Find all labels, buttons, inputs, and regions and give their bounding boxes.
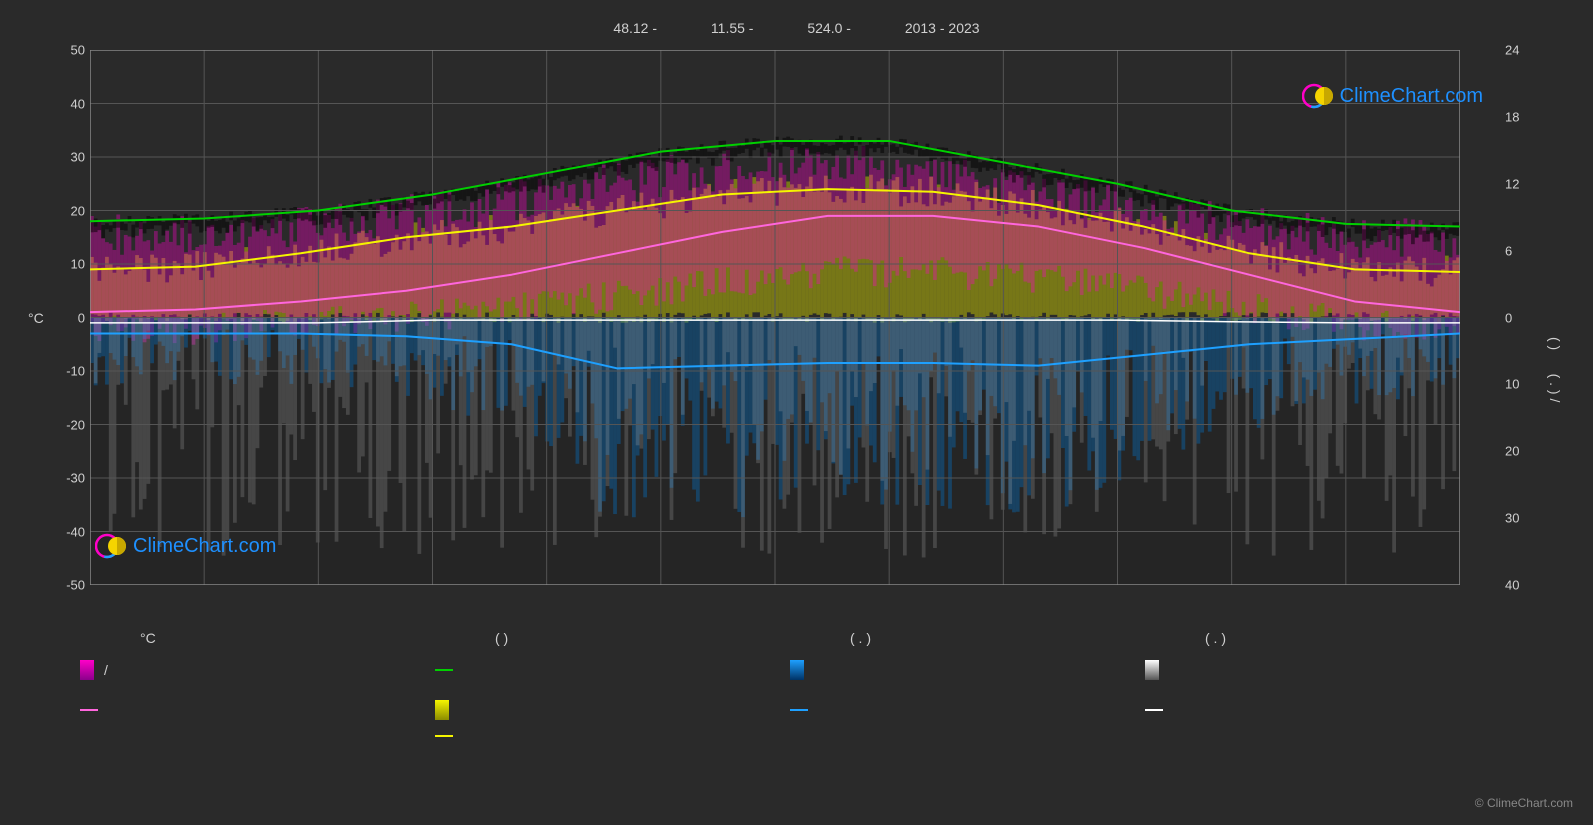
chart-plot-area <box>90 50 1460 585</box>
y-right-tick: 24 <box>1505 43 1535 58</box>
swatch-green-line <box>435 669 453 671</box>
y-right-tick: 0 <box>1505 310 1535 325</box>
legend-row-3 <box>80 735 1500 737</box>
legend-item <box>80 735 435 737</box>
y-left-axis-label: °C <box>28 310 44 326</box>
chart-svg <box>90 50 1460 585</box>
swatch-pink-line <box>80 709 98 711</box>
y-right-tick: 12 <box>1505 176 1535 191</box>
legend-row-1: / <box>80 660 1500 680</box>
header-lat: 48.12 - <box>613 20 657 36</box>
legend-item <box>790 735 1145 737</box>
brand-name: ClimeChart.com <box>133 535 276 558</box>
climechart-logo-icon <box>1302 80 1334 112</box>
legend-item <box>1145 700 1500 720</box>
brand-watermark-top: ClimeChart.com <box>1302 80 1483 112</box>
y-left-tick: 50 <box>50 43 85 58</box>
y-left-tick: -50 <box>50 578 85 593</box>
legend-header-3: ( . ) <box>790 630 1145 646</box>
brand-name: ClimeChart.com <box>1340 85 1483 108</box>
legend-item <box>435 735 790 737</box>
header-years: 2013 - 2023 <box>905 20 980 36</box>
legend-item <box>790 700 1145 720</box>
chart-header: 48.12 - 11.55 - 524.0 - 2013 - 2023 <box>0 20 1593 36</box>
y-right-tick: 30 <box>1505 511 1535 526</box>
y-right-tick: 40 <box>1505 578 1535 593</box>
legend-header-4: ( . ) <box>1145 630 1500 646</box>
swatch-magenta <box>80 660 94 680</box>
y-right-tick: 20 <box>1505 444 1535 459</box>
y-right-tick: 10 <box>1505 377 1535 392</box>
legend-item: / <box>80 660 435 680</box>
swatch-yellow-line <box>435 735 453 737</box>
y-left-tick: -10 <box>50 364 85 379</box>
y-left-tick: -30 <box>50 471 85 486</box>
legend-item <box>1145 660 1500 680</box>
legend-item <box>80 700 435 720</box>
y-left-tick: -40 <box>50 524 85 539</box>
y-left-tick: 20 <box>50 203 85 218</box>
legend-headers: °C ( ) ( . ) ( . ) <box>80 630 1500 646</box>
legend-item <box>1145 735 1500 737</box>
swatch-white-line <box>1145 709 1163 711</box>
y-left-tick: 10 <box>50 257 85 272</box>
legend-header-1: °C <box>80 630 435 646</box>
climechart-logo-icon <box>95 530 127 562</box>
swatch-grey <box>1145 660 1159 680</box>
y-left-tick: -20 <box>50 417 85 432</box>
y-left-tick: 30 <box>50 150 85 165</box>
legend-item <box>435 700 790 720</box>
y-right-axis-label: ( ) ( . ) / <box>1547 220 1563 520</box>
header-elev: 524.0 - <box>807 20 851 36</box>
legend-item <box>435 660 790 680</box>
swatch-blue-line <box>790 709 808 711</box>
header-lon: 11.55 - <box>711 20 754 36</box>
legend-item <box>790 660 1145 680</box>
y-right-tick: 6 <box>1505 243 1535 258</box>
legend-row-2 <box>80 700 1500 720</box>
swatch-yellow <box>435 700 449 720</box>
y-right-tick: 18 <box>1505 109 1535 124</box>
legend-header-2: ( ) <box>435 630 790 646</box>
swatch-blue <box>790 660 804 680</box>
y-left-tick: 0 <box>50 310 85 325</box>
brand-watermark-bottom: ClimeChart.com <box>95 530 276 562</box>
copyright-text: © ClimeChart.com <box>1475 796 1573 810</box>
y-left-tick: 40 <box>50 96 85 111</box>
